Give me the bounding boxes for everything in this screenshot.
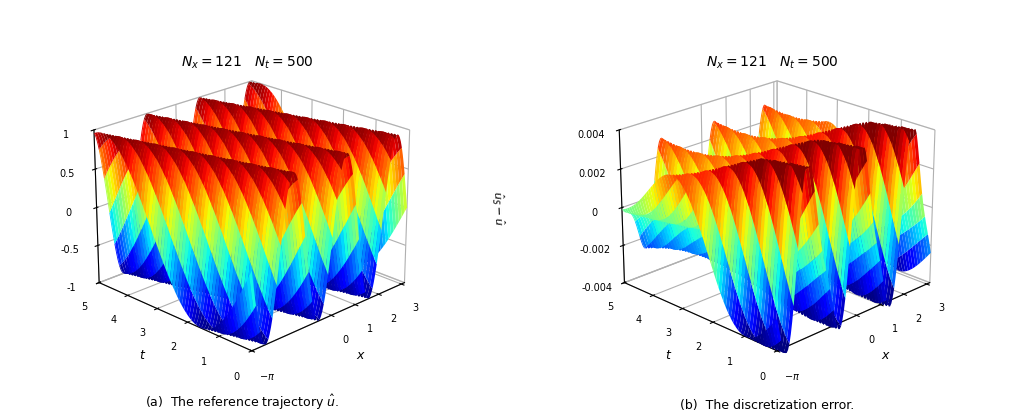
Y-axis label: $t$: $t$ [139,349,146,362]
X-axis label: $x$: $x$ [881,349,891,362]
Title: $N_x = 121 \quad N_t = 500$: $N_x = 121 \quad N_t = 500$ [707,55,838,71]
Text: (a)  The reference trajectory $\hat{u}$.: (a) The reference trajectory $\hat{u}$. [145,393,339,412]
Text: (b)  The discretization error.: (b) The discretization error. [680,399,855,412]
X-axis label: $x$: $x$ [355,349,366,362]
Title: $N_x = 121 \quad N_t = 500$: $N_x = 121 \quad N_t = 500$ [181,55,313,71]
Y-axis label: $t$: $t$ [664,349,672,362]
